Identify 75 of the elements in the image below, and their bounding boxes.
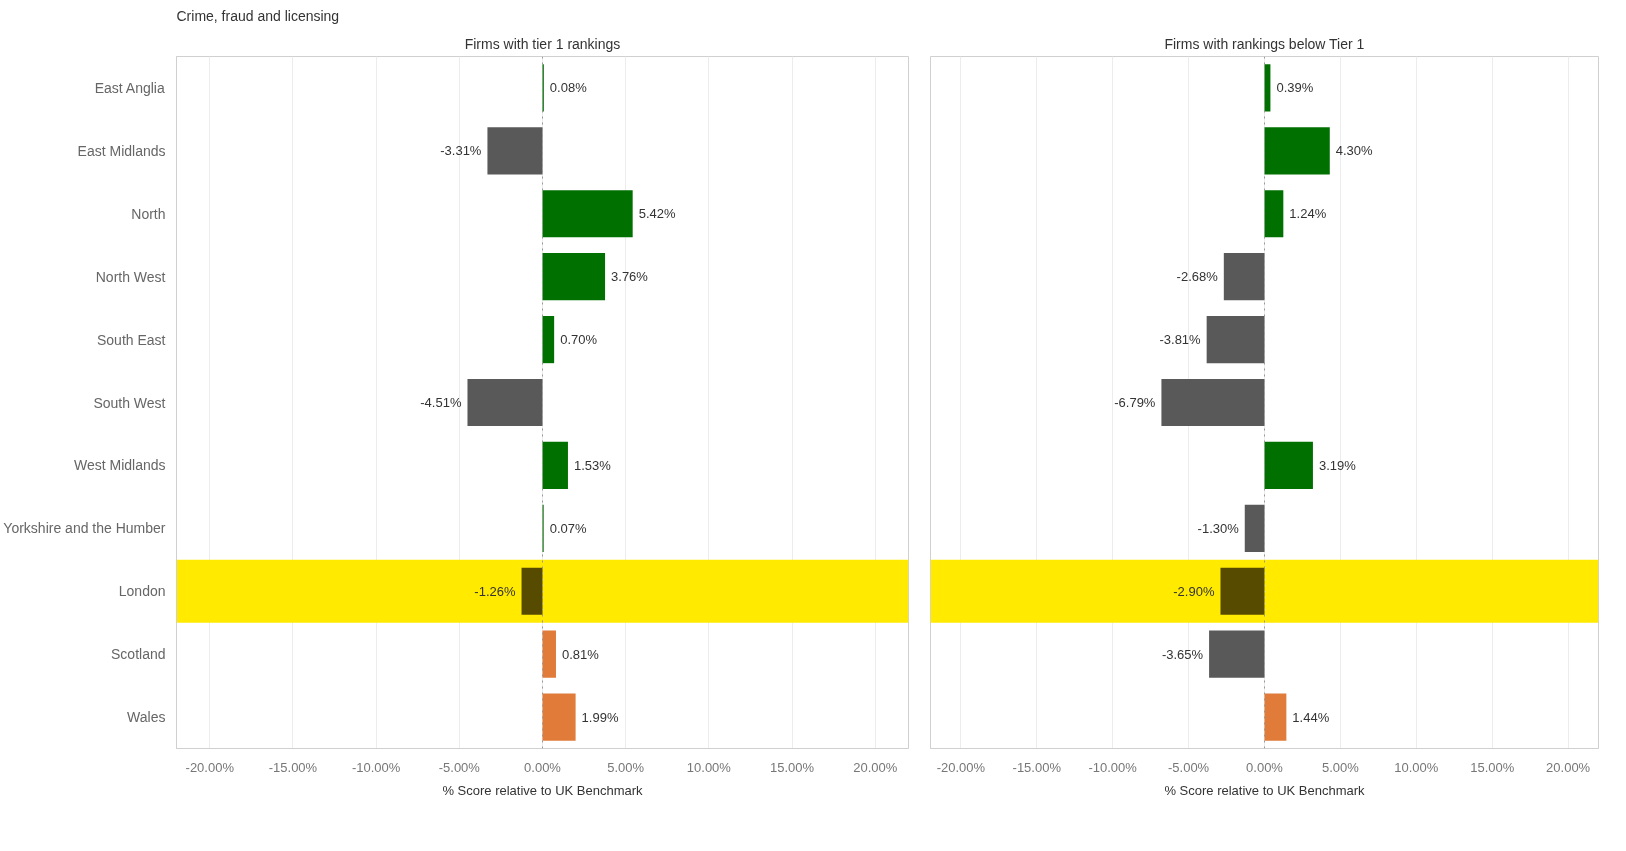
bar [1206,316,1265,364]
bar [1244,504,1265,552]
data-label: 3.19% [1318,457,1357,473]
bar [1264,693,1287,741]
chart-subtitle: Firms with rankings below Tier 1 [1164,35,1365,52]
y-tick-label: Yorkshire and the Humber [3,520,166,537]
x-tick-label: -5.00% [438,759,481,775]
data-label: 3.76% [611,269,649,285]
bar [1223,253,1265,301]
bar [542,441,568,489]
data-label: 1.44% [1292,709,1330,725]
x-tick-label: 5.00% [607,759,645,775]
x-tick-label: 10.00% [1394,759,1439,775]
bar [487,127,543,175]
data-label: 1.53% [573,457,612,473]
y-tick-label: North West [95,268,166,285]
bar [542,630,556,678]
x-tick-label: -15.00% [1012,759,1062,775]
bar [1264,190,1284,238]
x-tick-label: 0.00% [1246,759,1284,775]
x-tick-label: 15.00% [1470,759,1515,775]
y-tick-label: West Midlands [73,457,166,474]
data-label: -6.79% [1114,395,1156,410]
y-tick-label: Scotland [111,646,166,663]
x-tick-label: -20.00% [185,759,235,775]
x-tick-label: 15.00% [770,759,815,775]
bar [1264,127,1330,175]
data-label: 0.39% [1276,80,1314,96]
x-axis-title: % Score relative to UK Benchmark [442,782,644,798]
chart-subtitle: Firms with tier 1 rankings [464,35,621,52]
bar [1161,378,1265,427]
bar [542,693,576,741]
x-tick-label: 20.00% [853,759,898,775]
bar [1264,441,1313,489]
x-tick-label: -15.00% [268,759,318,775]
data-label: 0.08% [549,80,588,96]
data-label: -2.90% [1173,583,1215,599]
data-label: -3.65% [1161,646,1204,662]
data-label: -3.31% [440,143,482,159]
y-tick-label: North [131,205,166,222]
data-label: -4.51% [420,395,462,410]
x-tick-label: -10.00% [1088,759,1138,775]
y-tick-label: South West [93,394,166,411]
x-tick-label: 5.00% [1321,759,1360,775]
y-tick-label: South East [97,331,166,348]
x-tick-label: -10.00% [351,759,401,775]
bar [1209,630,1265,678]
data-label: -1.30% [1197,520,1240,536]
y-tick-label: East Midlands [77,142,166,159]
y-tick-label: London [118,583,166,600]
x-tick-label: -5.00% [1168,759,1210,775]
x-tick-label: 0.00% [524,759,562,775]
bar [467,378,543,427]
data-label: -2.68% [1176,269,1219,285]
bar [521,567,543,615]
data-label: 4.30% [1335,143,1374,159]
data-label: 0.07% [549,520,587,536]
bar [1220,567,1265,615]
x-tick-label: -20.00% [936,759,986,775]
y-tick-label: East Anglia [94,79,165,96]
data-label: 0.81% [561,646,600,662]
data-label: 1.99% [581,709,619,725]
bar [542,190,633,238]
data-label: -1.26% [474,583,516,599]
x-tick-label: 20.00% [1546,759,1591,775]
bar [542,316,555,364]
y-tick-label: Wales [127,709,166,726]
x-axis-title: % Score relative to UK Benchmark [1164,782,1366,798]
data-label: 0.70% [560,332,598,348]
data-label: 1.24% [1289,206,1327,222]
bar [542,253,606,301]
data-label: -3.81% [1159,332,1202,348]
x-tick-label: 10.00% [686,759,732,775]
data-label: 5.42% [638,206,676,222]
chart-title: Crime, fraud and licensing [176,7,340,24]
